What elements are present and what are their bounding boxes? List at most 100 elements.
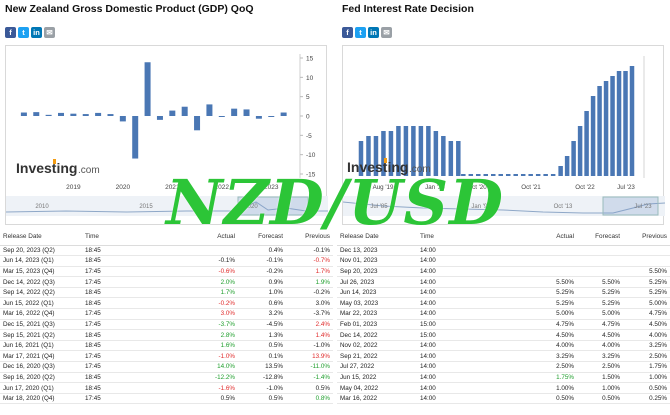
actual-cell: 1.7% <box>152 287 238 299</box>
time-cell: 14:00 <box>417 287 491 299</box>
time-cell: 14:00 <box>417 393 491 405</box>
forecast-cell: 2.50% <box>577 361 623 373</box>
actual-cell: 5.50% <box>491 276 577 288</box>
investing-logo-mark <box>384 158 387 163</box>
column-header: Actual <box>491 228 577 246</box>
fed-bar <box>590 96 596 176</box>
gdp-navigator[interactable]: 2010 2015 2020 <box>6 196 328 224</box>
fed-table-wrap: Release Date Time Actual Forecast Previous D… <box>337 228 670 405</box>
column-header: Previous <box>623 228 670 246</box>
gdp-y-tick-label: 10 <box>306 75 314 82</box>
time-cell: 17:45 <box>82 361 152 373</box>
fed-navigator-label: Jul '23 <box>634 204 652 210</box>
investing-logo: Investing .com <box>347 158 431 175</box>
fed-bar <box>441 136 446 176</box>
table-row: Dec 15, 2021 (Q3) 17:45 -3.7% -4.5% 2.4% <box>0 319 333 331</box>
fed-bar <box>448 141 454 176</box>
forecast-cell: 0.5% <box>238 340 286 352</box>
previous-cell: 4.00% <box>623 329 670 341</box>
time-cell: 18:45 <box>82 245 152 257</box>
release-date-cell: Nov 01, 2023 <box>337 255 417 267</box>
forecast-cell: 13.5% <box>238 361 286 373</box>
fed-bar <box>426 126 431 176</box>
table-row: Sep 15, 2021 (Q2) 18:45 2.8% 1.3% 1.4% <box>0 329 333 341</box>
forecast-cell: 5.25% <box>577 297 623 310</box>
fed-bar <box>461 174 466 176</box>
gdp-bar <box>95 112 102 116</box>
previous-cell: 1.75% <box>623 361 670 373</box>
investing-logo-suffix: .com <box>409 164 431 175</box>
forecast-cell: 3.2% <box>238 308 286 320</box>
time-cell: 17:45 <box>82 319 152 331</box>
release-date-cell: Jun 17, 2020 (Q1) <box>0 382 82 394</box>
linkedin-icon[interactable]: in <box>31 27 42 38</box>
release-date-cell: Mar 18, 2020 (Q4) <box>0 393 82 405</box>
table-row: Mar 15, 2023 (Q4) 17:45 -0.6% -0.2% 1.7% <box>0 266 333 278</box>
gdp-bar <box>70 113 77 116</box>
time-cell: 18:45 <box>82 340 152 352</box>
actual-cell <box>491 266 577 278</box>
release-date-cell: Dec 14, 2022 <box>337 329 417 341</box>
twitter-icon[interactable]: t <box>355 27 366 38</box>
release-date-cell: Jun 16, 2021 (Q1) <box>0 340 82 352</box>
fed-bar <box>388 131 394 176</box>
gdp-y-tick-label: -15 <box>306 172 316 179</box>
email-icon[interactable]: ✉ <box>44 27 55 38</box>
gdp-y-tick-label: -10 <box>306 152 316 159</box>
forecast-cell: -0.2% <box>238 266 286 278</box>
release-date-cell: Sep 16, 2020 (Q2) <box>0 372 82 384</box>
actual-cell: 1.75% <box>491 372 577 384</box>
release-date-cell: Mar 22, 2023 <box>337 308 417 320</box>
linkedin-icon[interactable]: in <box>368 27 379 38</box>
previous-cell: 0.8% <box>286 393 333 405</box>
table-row: Sep 16, 2020 (Q2) 18:45 -12.2% -12.8% -1.4% <box>0 372 333 384</box>
actual-cell: 4.50% <box>491 329 577 341</box>
gdp-x-tick-label: 2023 <box>264 184 279 191</box>
table-row: Jul 26, 2023 14:00 5.50% 5.50% 5.25% <box>337 276 670 288</box>
gdp-chart-box: 15 10 5 0 -5 -10 -15 Investing .com 2019 2020 2021 2… <box>5 45 328 225</box>
gdp-panel: New Zealand Gross Domestic Product (GDP)… <box>0 0 333 415</box>
fed-bar <box>597 86 602 176</box>
fed-bar <box>623 71 628 176</box>
facebook-icon[interactable]: f <box>5 27 16 38</box>
fed-bar <box>577 126 583 176</box>
gdp-bar <box>144 62 151 116</box>
release-date-cell: Mar 16, 2022 (Q4) <box>0 308 82 320</box>
fed-bar <box>498 174 503 176</box>
fed-x-tick-label: Jul '23 <box>617 184 635 191</box>
time-cell: 14:00 <box>417 245 491 257</box>
forecast-cell: 5.50% <box>577 276 623 288</box>
previous-cell: 1.9% <box>286 276 333 288</box>
column-header: Forecast <box>577 228 623 246</box>
email-icon[interactable]: ✉ <box>381 27 392 38</box>
previous-cell: 0.50% <box>623 382 670 394</box>
table-row: Dec 16, 2020 (Q3) 17:45 14.0% 13.5% -11.0% <box>0 361 333 373</box>
previous-cell: 5.50% <box>623 266 670 278</box>
fed-bar <box>373 136 379 176</box>
fed-bar <box>629 66 635 176</box>
fed-bar <box>520 174 526 176</box>
previous-cell: 5.25% <box>623 276 670 288</box>
table-row: Dec 14, 2022 (Q3) 17:45 2.0% 0.9% 1.9% <box>0 276 333 288</box>
release-date-cell: Dec 14, 2022 (Q3) <box>0 276 82 288</box>
fed-navigator-window <box>602 196 659 216</box>
time-cell: 15:00 <box>417 319 491 331</box>
fed-bar <box>564 156 570 176</box>
forecast-cell: 5.00% <box>577 308 623 320</box>
actual-cell: 2.50% <box>491 361 577 373</box>
previous-cell: 0.5% <box>286 382 333 394</box>
twitter-icon[interactable]: t <box>18 27 29 38</box>
forecast-cell: 5.25% <box>577 287 623 299</box>
actual-cell: 5.00% <box>491 308 577 320</box>
fed-navigator[interactable]: Jul '85 Jan '91 Oct '13 Jul '23 <box>343 196 665 224</box>
release-date-cell: Mar 17, 2021 (Q4) <box>0 350 82 363</box>
previous-cell <box>623 255 670 267</box>
fed-bar <box>403 126 409 176</box>
release-date-cell: Jun 15, 2022 (Q1) <box>0 297 82 310</box>
investing-logo-text: Investing <box>16 160 77 176</box>
release-date-cell: Mar 15, 2023 (Q4) <box>0 266 82 278</box>
fed-bar <box>543 174 548 176</box>
facebook-icon[interactable]: f <box>342 27 353 38</box>
forecast-cell: 4.00% <box>577 340 623 352</box>
previous-cell: -3.7% <box>286 308 333 320</box>
